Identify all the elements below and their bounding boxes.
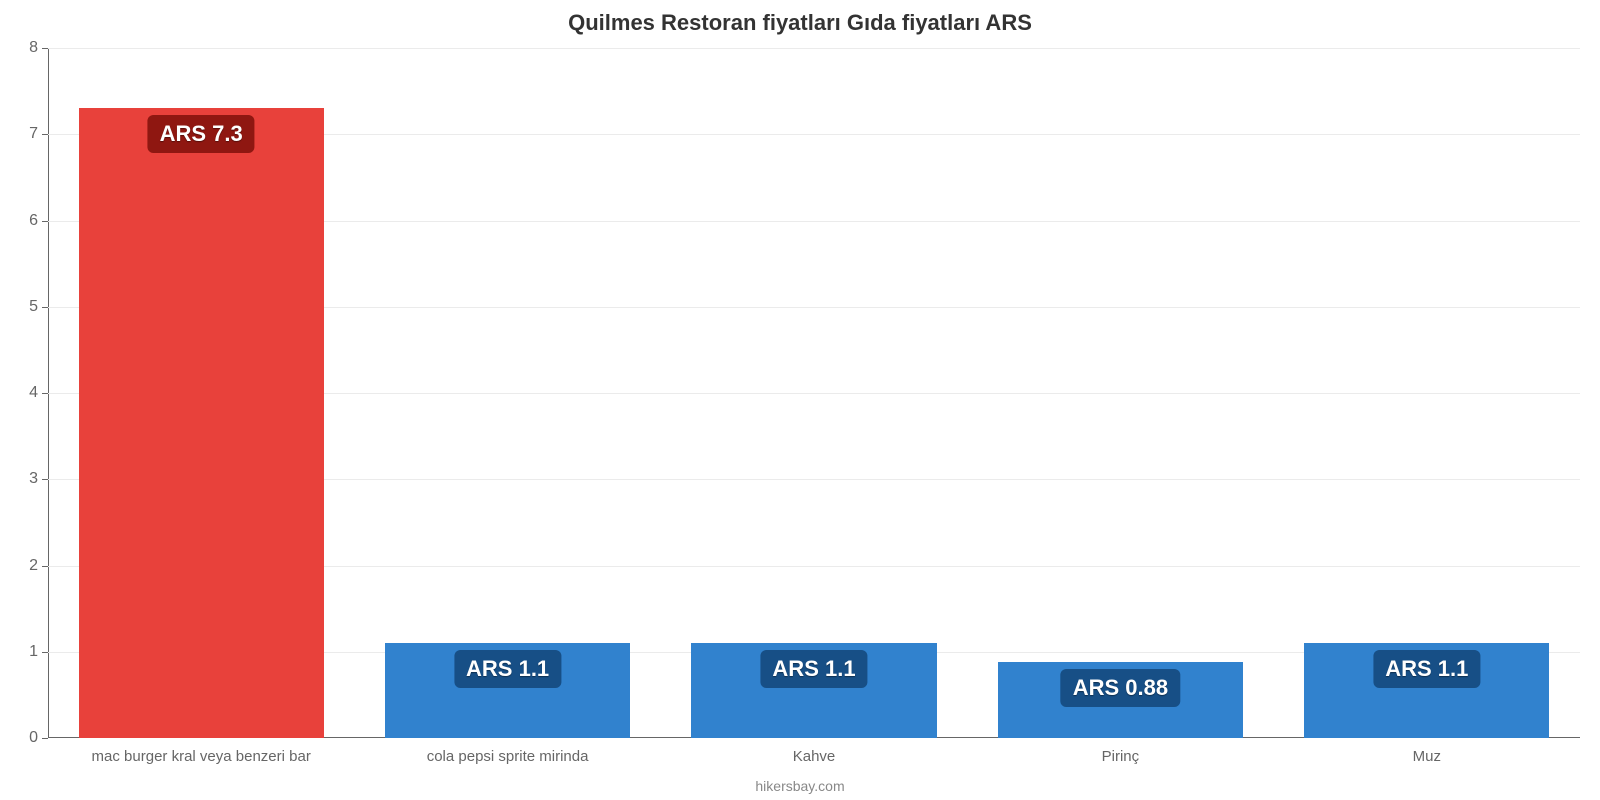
y-tick-label: 5 xyxy=(29,298,48,316)
x-tick-label: cola pepsi sprite mirinda xyxy=(427,738,589,765)
chart-container: Quilmes Restoran fiyatları Gıda fiyatlar… xyxy=(0,0,1600,800)
y-tick-label: 8 xyxy=(29,39,48,57)
y-tick-label: 1 xyxy=(29,643,48,661)
value-badge: ARS 1.1 xyxy=(454,650,561,688)
bar xyxy=(79,108,324,738)
value-badge: ARS 1.1 xyxy=(760,650,867,688)
chart-title: Quilmes Restoran fiyatları Gıda fiyatlar… xyxy=(0,10,1600,36)
y-tick-label: 4 xyxy=(29,384,48,402)
x-tick-label: mac burger kral veya benzeri bar xyxy=(92,738,311,765)
value-badge: ARS 1.1 xyxy=(1373,650,1480,688)
gridline xyxy=(48,48,1580,49)
chart-footer: hikersbay.com xyxy=(0,778,1600,794)
y-tick-label: 0 xyxy=(29,729,48,747)
value-badge: ARS 7.3 xyxy=(148,115,255,153)
x-tick-label: Kahve xyxy=(793,738,836,765)
plot-area: 012345678ARS 7.3mac burger kral veya ben… xyxy=(48,48,1580,738)
y-tick-label: 6 xyxy=(29,212,48,230)
x-tick-label: Muz xyxy=(1413,738,1441,765)
x-tick-label: Pirinç xyxy=(1102,738,1140,765)
y-tick-label: 3 xyxy=(29,470,48,488)
value-badge: ARS 0.88 xyxy=(1061,669,1180,707)
y-tick-label: 7 xyxy=(29,125,48,143)
y-tick-label: 2 xyxy=(29,557,48,575)
